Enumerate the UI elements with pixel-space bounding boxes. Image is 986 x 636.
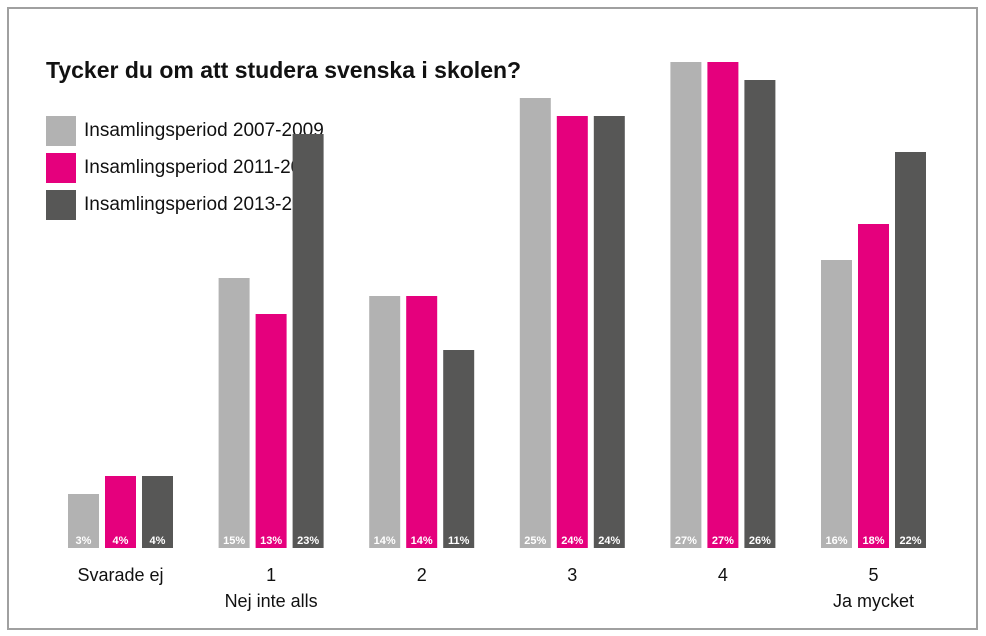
scale-label: Nej inte alls [225, 591, 318, 611]
x-tick-label: 1 [266, 565, 276, 585]
bar [707, 62, 739, 548]
bar [519, 98, 551, 548]
value-label: 3% [76, 535, 92, 547]
scale-label: Ja mycket [833, 591, 914, 611]
chart-title: Tycker du om att studera svenska i skole… [46, 57, 521, 83]
legend-label: Insamlingsperiod 2013-2014 [84, 194, 324, 215]
bar [369, 296, 401, 548]
value-label: 15% [223, 535, 245, 547]
value-label: 25% [524, 535, 546, 547]
bar [858, 224, 889, 548]
value-label: 14% [374, 535, 396, 547]
value-label: 24% [598, 535, 620, 547]
value-label: 24% [561, 535, 583, 547]
bar [821, 260, 852, 548]
bar [292, 134, 324, 548]
x-tick-label: 2 [417, 565, 427, 585]
legend-swatch [46, 153, 76, 183]
value-label: 13% [260, 535, 282, 547]
x-tick-label: 3 [567, 565, 577, 585]
value-label: 23% [297, 535, 319, 547]
bar [218, 278, 250, 548]
bar [744, 80, 776, 548]
value-label: 27% [675, 535, 697, 547]
value-label: 4% [113, 535, 129, 547]
bar [142, 476, 173, 548]
bar [895, 152, 926, 548]
bar [105, 476, 136, 548]
bar [556, 116, 588, 548]
value-label: 22% [899, 535, 921, 547]
bar [443, 350, 475, 548]
value-label: 27% [712, 535, 734, 547]
bar [406, 296, 438, 548]
value-label: 14% [411, 535, 433, 547]
value-label: 16% [825, 535, 847, 547]
bar [593, 116, 625, 548]
value-label: 11% [448, 535, 470, 547]
value-label: 18% [862, 535, 884, 547]
bar [670, 62, 702, 548]
value-label: 26% [749, 535, 771, 547]
x-tick-label: 5 [868, 565, 878, 585]
bar [255, 314, 287, 548]
legend-swatch [46, 190, 76, 220]
x-tick-label: Svarade ej [77, 565, 163, 585]
legend-label: Insamlingsperiod 2011-2012 [84, 157, 322, 178]
value-label: 4% [150, 535, 166, 547]
legend-label: Insamlingsperiod 2007-2009 [84, 120, 324, 141]
bar [68, 494, 99, 548]
x-tick-label: 4 [718, 565, 728, 585]
legend-swatch [46, 116, 76, 146]
